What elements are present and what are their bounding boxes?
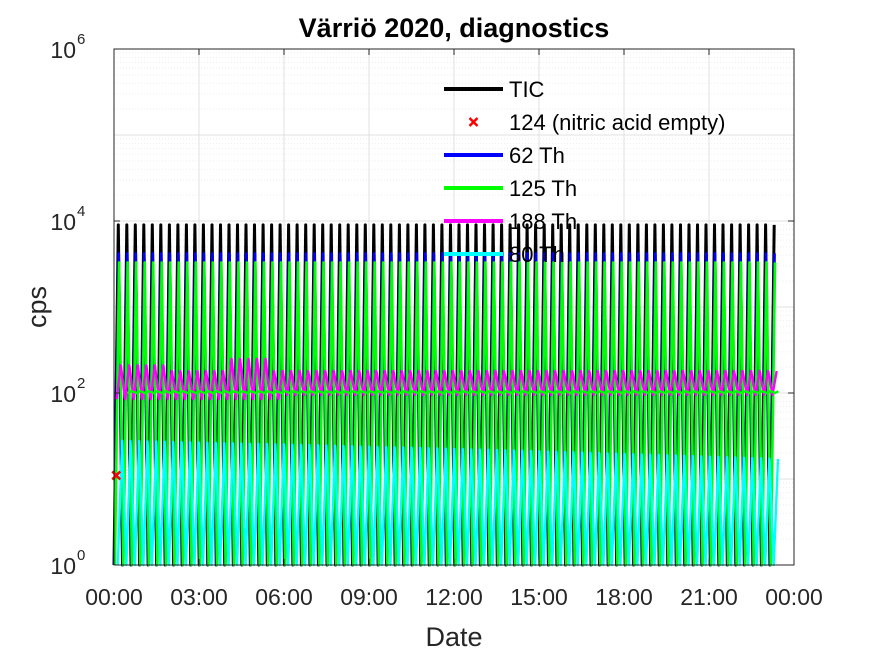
legend-label: 188 Th	[509, 209, 577, 234]
x-tick-label: 09:00	[340, 584, 398, 610]
chart-title: Värriö 2020, diagnostics	[299, 13, 610, 43]
x-axis-label: Date	[425, 622, 482, 652]
series-188th-line	[115, 357, 778, 401]
legend-label: 80 Th	[509, 242, 565, 267]
series-80th-line	[116, 439, 780, 567]
y-tick-label: 10	[50, 37, 76, 63]
x-tick-label: 00:00	[765, 584, 823, 610]
legend-marker	[468, 117, 479, 127]
y-tick-label-exponent: 2	[77, 375, 85, 392]
x-tick-labels: 00:00 03:00 06:00 09:00 12:00 15:00 18:00 21:00…	[85, 584, 823, 610]
x-tick-label: 18:00	[595, 584, 653, 610]
y-tick-label-exponent: 4	[77, 203, 85, 220]
x-tick-label: 06:00	[255, 584, 313, 610]
x-tick-label: 03:00	[170, 584, 228, 610]
legend-label: 125 Th	[509, 176, 577, 201]
y-tick-label: 10	[50, 381, 76, 407]
legend-label: 62 Th	[509, 143, 565, 168]
y-tick-label-exponent: 0	[77, 547, 85, 564]
series-layer	[111, 223, 780, 567]
legend: TIC 124 (nitric acid empty) 62 Th 125 Th 188…	[444, 77, 725, 267]
y-axis-label: cps	[22, 286, 52, 328]
ticks	[113, 48, 795, 566]
x-tick-label: 15:00	[510, 584, 568, 610]
y-tick-label: 10	[50, 209, 76, 235]
series-125th-line	[113, 261, 777, 567]
legend-label: TIC	[509, 77, 545, 102]
legend-label: 124 (nitric acid empty)	[509, 110, 725, 135]
y-tick-label: 10	[50, 553, 76, 579]
x-tick-label: 00:00	[85, 584, 143, 610]
x-tick-label: 12:00	[425, 584, 483, 610]
y-tick-label-exponent: 6	[77, 31, 85, 48]
x-tick-label: 21:00	[680, 584, 738, 610]
series-125th-band-line	[127, 390, 779, 395]
